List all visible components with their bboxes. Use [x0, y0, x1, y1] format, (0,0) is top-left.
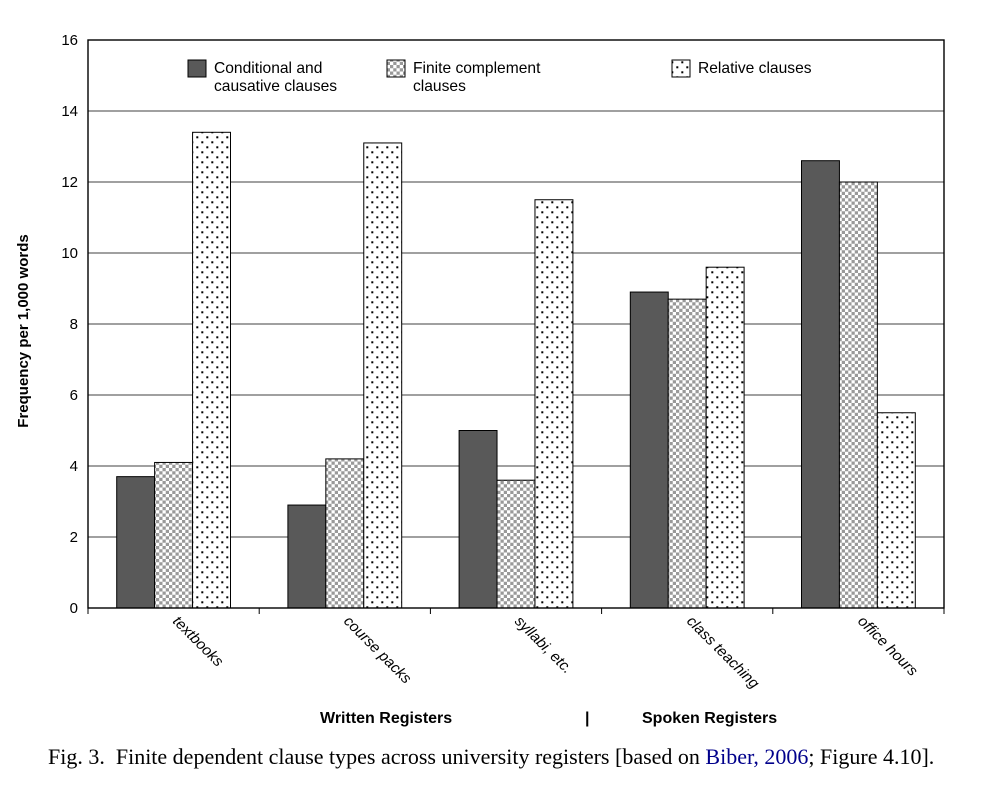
svg-text:course packs: course packs [340, 613, 415, 688]
svg-text:14: 14 [61, 103, 78, 120]
svg-text:Frequency per 1,000 words: Frequency per 1,000 words [15, 234, 32, 427]
svg-text:16: 16 [61, 32, 78, 49]
svg-text:8: 8 [70, 316, 78, 333]
svg-text:syllabi, etc.: syllabi, etc. [511, 613, 575, 677]
svg-text:Conditional and: Conditional and [214, 60, 322, 77]
svg-text:causative clauses: causative clauses [214, 78, 337, 95]
svg-text:2: 2 [70, 529, 78, 546]
svg-text:6: 6 [70, 387, 78, 404]
svg-text:textbooks: textbooks [169, 613, 227, 671]
svg-text:office hours: office hours [854, 613, 921, 680]
svg-text:10: 10 [61, 245, 78, 262]
svg-text:Finite complement: Finite complement [413, 60, 541, 77]
svg-text:clauses: clauses [413, 78, 466, 95]
svg-text:0: 0 [70, 600, 78, 617]
svg-text:12: 12 [61, 174, 78, 191]
svg-text:class teaching: class teaching [683, 613, 763, 693]
svg-text:Relative clauses: Relative clauses [698, 60, 812, 77]
svg-text:4: 4 [70, 458, 78, 475]
